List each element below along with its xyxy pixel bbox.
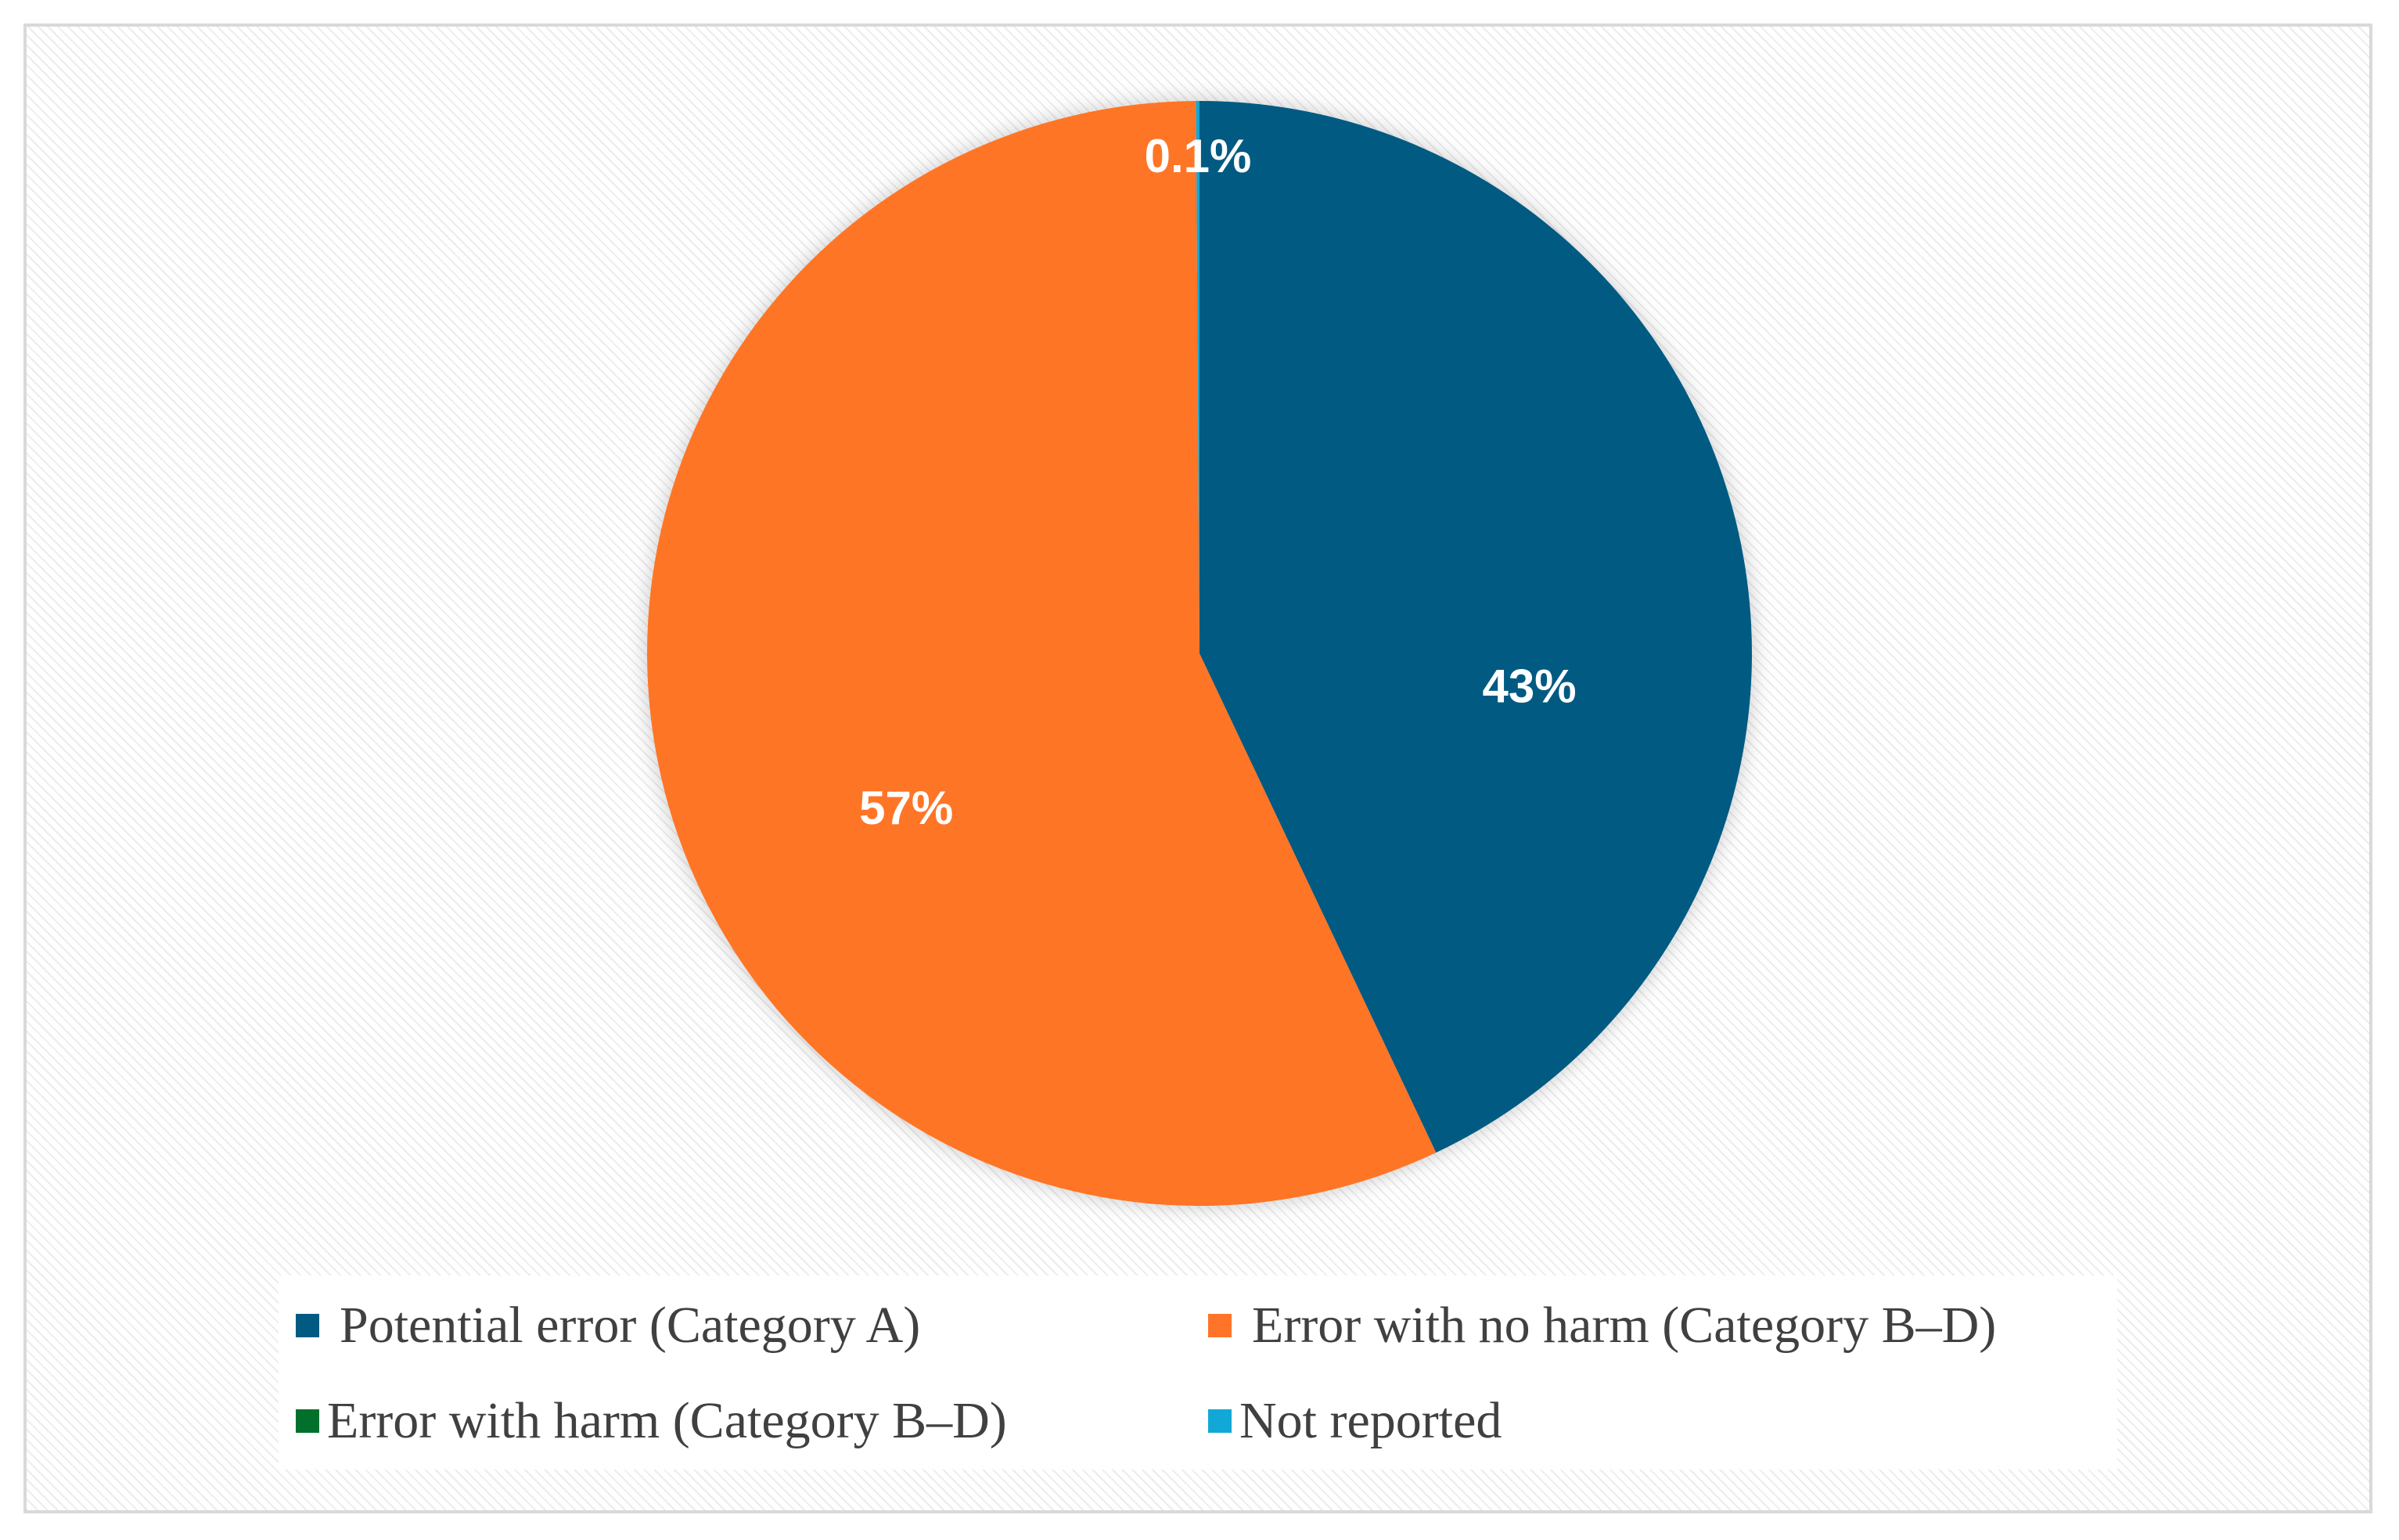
legend-item-error-with-harm: Error with harm (Category B–D) bbox=[296, 1390, 1007, 1452]
legend-item-potential-error: Potential error (Category A) bbox=[296, 1294, 920, 1357]
pie-slice-potential-error bbox=[1200, 101, 1752, 1153]
pie-label-potential-error: 43% bbox=[1482, 660, 1576, 712]
legend-swatch-error-with-harm bbox=[296, 1409, 319, 1433]
pie-label-error-no-harm: 57% bbox=[859, 782, 953, 834]
pie-label-not-reported: 0.1% bbox=[1145, 130, 1252, 182]
pie-slice-error-no-harm bbox=[646, 101, 1437, 1206]
legend: Potential error (Category A) Error with … bbox=[279, 1276, 2117, 1470]
legend-label-error-with-harm: Error with harm (Category B–D) bbox=[327, 1392, 1007, 1449]
legend-item-not-reported: Not reported bbox=[1208, 1390, 1502, 1452]
legend-label-potential-error: Potential error (Category A) bbox=[340, 1297, 921, 1354]
pie-slice-not-reported bbox=[1196, 101, 1200, 653]
legend-item-error-no-harm: Error with no harm (Category B–D) bbox=[1208, 1294, 1996, 1357]
legend-swatch-potential-error bbox=[296, 1314, 319, 1337]
legend-swatch-not-reported bbox=[1208, 1409, 1232, 1433]
legend-label-not-reported: Not reported bbox=[1239, 1392, 1502, 1449]
legend-label-error-no-harm: Error with no harm (Category B–D) bbox=[1252, 1297, 1997, 1354]
legend-swatch-error-no-harm bbox=[1208, 1314, 1232, 1337]
